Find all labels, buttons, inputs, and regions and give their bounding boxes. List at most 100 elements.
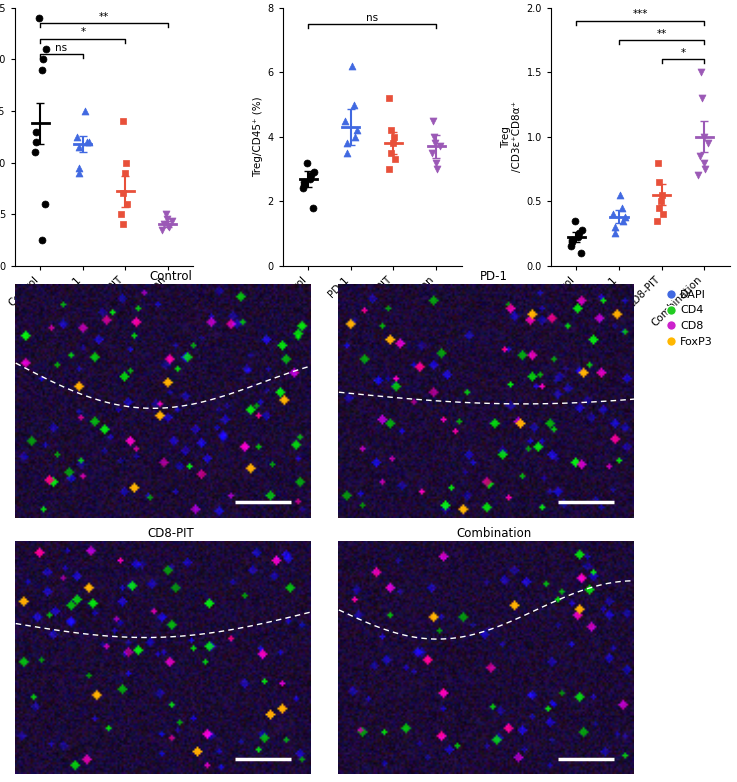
- Point: [434, 140, 446, 152]
- Point: [115, 208, 127, 221]
- Point: [383, 91, 395, 104]
- Point: [385, 146, 397, 159]
- Text: ns: ns: [55, 43, 68, 53]
- Point: [40, 43, 52, 56]
- Point: [301, 156, 312, 169]
- Point: [654, 195, 666, 207]
- Point: [693, 169, 705, 181]
- Point: [349, 131, 361, 143]
- Point: [607, 208, 619, 221]
- Point: [388, 131, 399, 143]
- Point: [696, 91, 708, 104]
- Point: [653, 202, 665, 214]
- Point: [73, 141, 85, 153]
- Point: [341, 137, 353, 149]
- Point: [351, 124, 363, 137]
- Point: [651, 214, 663, 227]
- Text: **: **: [657, 29, 667, 39]
- Point: [387, 137, 399, 149]
- Y-axis label: Treg/CD45⁺ (%): Treg/CD45⁺ (%): [254, 96, 263, 177]
- Point: [346, 59, 358, 72]
- Point: [161, 208, 172, 221]
- Point: [653, 176, 665, 188]
- Point: [83, 135, 95, 148]
- Text: *: *: [80, 27, 85, 38]
- Point: [35, 234, 47, 246]
- Point: [431, 163, 443, 175]
- Point: [119, 167, 130, 179]
- Text: *: *: [680, 48, 685, 58]
- Title: CD8-PIT: CD8-PIT: [147, 527, 194, 540]
- Point: [698, 131, 710, 143]
- Point: [120, 156, 132, 169]
- Point: [117, 218, 129, 231]
- Point: [161, 213, 173, 225]
- Point: [615, 202, 627, 214]
- Title: PD-1: PD-1: [480, 270, 508, 283]
- Point: [30, 135, 42, 148]
- Point: [619, 210, 631, 223]
- Point: [307, 202, 319, 214]
- Point: [565, 240, 576, 253]
- Point: [71, 131, 83, 143]
- Point: [117, 187, 129, 199]
- Point: [566, 236, 578, 249]
- Point: [29, 146, 41, 159]
- Point: [297, 182, 309, 195]
- Point: [121, 198, 133, 210]
- Point: [166, 215, 178, 228]
- Point: [304, 172, 315, 185]
- Point: [163, 221, 175, 234]
- Point: [566, 234, 578, 246]
- Point: [618, 214, 629, 227]
- Point: [38, 53, 49, 66]
- Point: [657, 208, 669, 221]
- Point: [427, 114, 439, 127]
- Point: [573, 227, 585, 239]
- Point: [298, 176, 310, 188]
- Point: [158, 218, 170, 231]
- Point: [430, 137, 441, 149]
- Point: [339, 114, 351, 127]
- Point: [575, 246, 587, 259]
- Point: [39, 198, 51, 210]
- Point: [609, 221, 621, 233]
- Point: [430, 156, 442, 169]
- Point: [32, 12, 44, 24]
- Text: ns: ns: [366, 13, 378, 23]
- Legend: DAPI, CD4, CD8, FoxP3: DAPI, CD4, CD8, FoxP3: [667, 290, 713, 346]
- Text: **: **: [99, 12, 109, 22]
- Point: [298, 179, 310, 192]
- Point: [615, 188, 626, 201]
- Point: [696, 66, 708, 78]
- Point: [80, 105, 91, 117]
- Point: [305, 169, 317, 181]
- Point: [383, 163, 395, 175]
- Point: [156, 224, 168, 236]
- Point: [73, 167, 85, 179]
- Point: [702, 137, 713, 149]
- Y-axis label: Treg
/CD3ε⁺CD8α⁺: Treg /CD3ε⁺CD8α⁺: [500, 101, 523, 172]
- Point: [572, 231, 584, 243]
- Point: [385, 124, 397, 137]
- Point: [699, 156, 710, 169]
- Point: [428, 131, 440, 143]
- Text: ***: ***: [632, 9, 648, 20]
- Title: Control: Control: [149, 270, 192, 283]
- Point: [81, 135, 93, 148]
- Point: [308, 166, 320, 178]
- Point: [30, 125, 42, 138]
- Point: [694, 150, 706, 163]
- Point: [117, 115, 129, 127]
- Point: [569, 214, 581, 227]
- Point: [652, 156, 663, 169]
- Point: [426, 146, 438, 159]
- Point: [348, 99, 360, 111]
- Point: [73, 161, 85, 174]
- Point: [162, 221, 174, 233]
- Point: [656, 188, 668, 201]
- Point: [389, 153, 401, 166]
- Title: Combination: Combination: [456, 527, 531, 540]
- Point: [341, 146, 353, 159]
- Point: [35, 63, 47, 76]
